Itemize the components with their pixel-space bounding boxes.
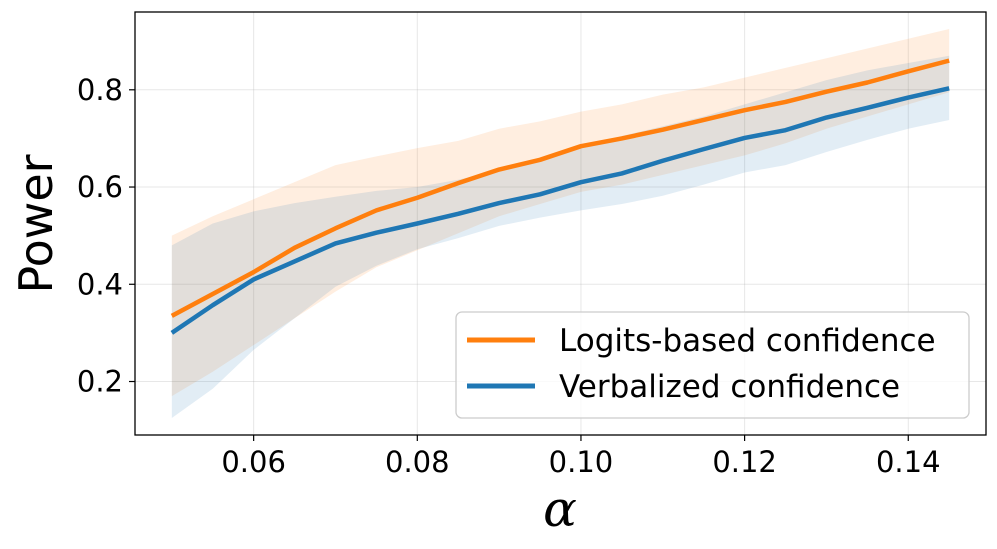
series-line-logits — [170, 58, 950, 318]
x-tick-label: 0.12 — [712, 445, 777, 479]
x-tick-label: 0.10 — [549, 445, 614, 479]
x-axis-title: α — [543, 480, 577, 538]
legend-box — [455, 311, 970, 419]
y-axis-title: Power — [9, 154, 63, 293]
series-line-verbalized — [170, 86, 950, 335]
y-tick-label: 0.4 — [77, 267, 123, 301]
x-tick-label: 0.14 — [876, 445, 941, 479]
x-tick-label: 0.06 — [221, 445, 286, 479]
series-lines — [170, 58, 950, 335]
legend-label-logits: Logits-based confidence — [559, 323, 936, 359]
legend: Logits-based confidence Verbalized confi… — [455, 311, 970, 419]
axis-ticks: 0.06 0.08 0.10 0.12 0.14 0.2 0.4 0.6 0.8 — [77, 73, 941, 479]
y-tick-label: 0.8 — [77, 73, 123, 107]
y-tick-label: 0.2 — [77, 365, 123, 399]
legend-label-verbalized: Verbalized confidence — [559, 369, 900, 405]
axes-frame — [134, 11, 987, 436]
x-tick-label: 0.08 — [385, 445, 450, 479]
confidence-bands — [171, 29, 950, 418]
y-tick-label: 0.6 — [77, 170, 123, 204]
band-logits — [171, 29, 950, 397]
band-verbalized — [171, 55, 950, 418]
